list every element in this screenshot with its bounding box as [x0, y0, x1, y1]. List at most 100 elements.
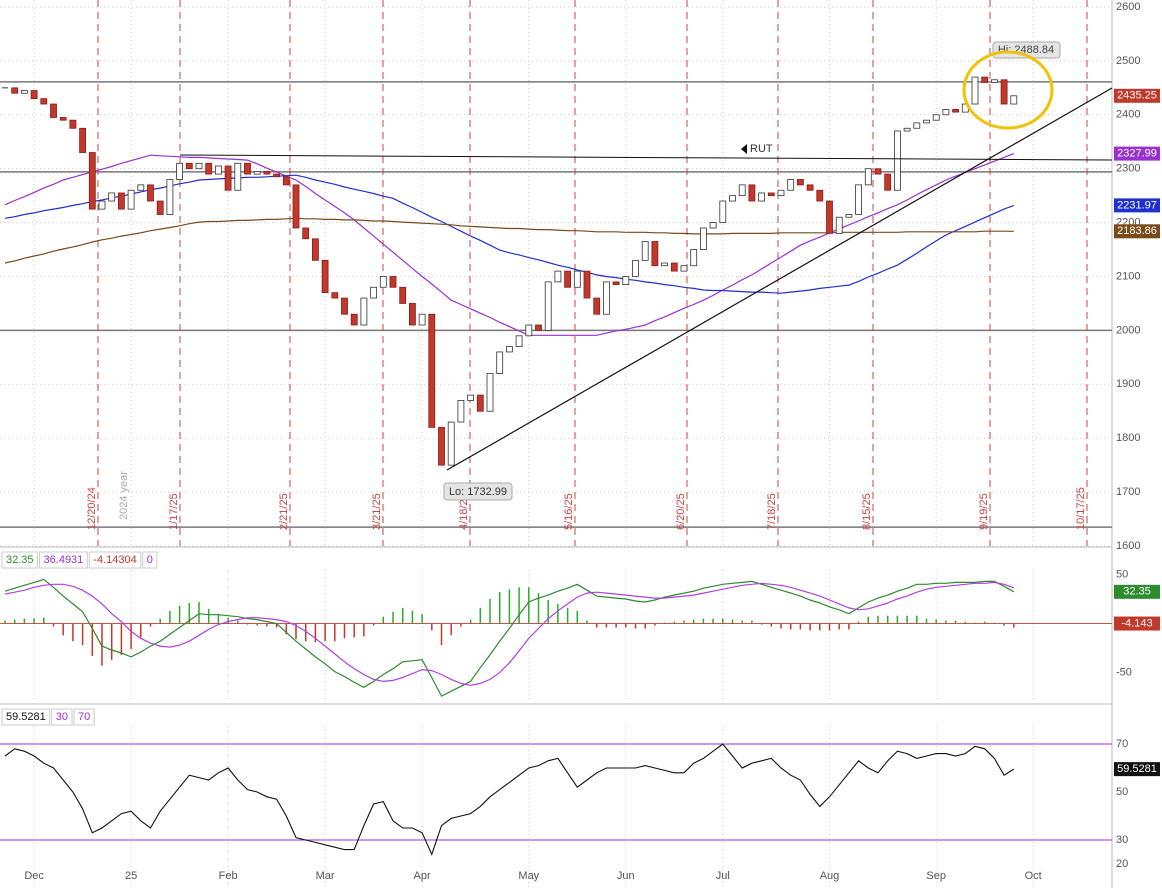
candle — [496, 351, 504, 374]
cycle-date-label: 10/17/25 — [1075, 487, 1087, 530]
candle — [806, 184, 814, 191]
rsi-value: 59.5281 — [1117, 763, 1157, 775]
histogram-value: -4.143 — [1121, 617, 1152, 629]
y-tick-label: 1600 — [1116, 540, 1140, 552]
candle — [282, 176, 290, 186]
trendline — [179, 154, 1113, 161]
y-tick-label: 70 — [1116, 738, 1128, 750]
zero-header-box — [142, 551, 158, 569]
rsi-header: 59.5281 — [6, 711, 46, 723]
candle — [835, 216, 843, 234]
candle — [554, 270, 562, 283]
last-price-box — [1114, 88, 1160, 103]
candle — [942, 109, 950, 116]
x-tick-label: Jun — [617, 870, 635, 882]
candle — [156, 200, 164, 215]
candle — [913, 122, 921, 129]
candle — [50, 103, 57, 118]
candle — [166, 179, 174, 215]
candle — [127, 189, 135, 210]
candle — [447, 421, 455, 466]
candle — [195, 162, 203, 170]
candle — [350, 313, 358, 326]
candle — [176, 162, 184, 180]
x-tick-label: Sep — [926, 870, 946, 882]
y-tick-label: 2100 — [1116, 270, 1140, 282]
candle — [864, 168, 872, 186]
histogram-header: -4.14304 — [93, 554, 136, 566]
candle — [486, 373, 494, 412]
candle — [98, 200, 106, 210]
candle — [923, 119, 930, 124]
lo-box — [443, 482, 513, 501]
x-tick-label: 25 — [125, 870, 137, 882]
candle — [205, 162, 213, 175]
candle — [389, 276, 397, 288]
cycle-date-label: 5/16/25 — [563, 493, 575, 530]
candle — [622, 276, 630, 285]
moving-average — [4, 153, 1015, 336]
candle — [845, 214, 853, 218]
y-tick-label: 50 — [1116, 568, 1128, 580]
candle — [476, 394, 484, 412]
candle — [370, 286, 378, 299]
candle — [69, 119, 77, 129]
signal-line — [4, 581, 1015, 686]
candle — [651, 241, 659, 267]
x-tick-label: Oct — [1025, 870, 1042, 882]
candle — [30, 90, 38, 100]
candle — [224, 165, 232, 191]
y-tick-label: 1900 — [1116, 378, 1140, 390]
macd-value-box — [1114, 584, 1160, 599]
moving-average — [4, 217, 1014, 264]
cycle-date-label: 6/20/25 — [675, 493, 687, 530]
candle — [360, 297, 368, 326]
candle — [11, 87, 19, 94]
candle — [341, 297, 348, 315]
candle — [399, 286, 407, 304]
candle — [59, 117, 67, 121]
rsi-level-header: 30 — [56, 711, 68, 723]
hi-box — [992, 41, 1061, 59]
y-tick-label: 2300 — [1116, 163, 1140, 175]
symbol-label: RUT — [750, 143, 773, 155]
candle — [185, 162, 193, 170]
last-price: 2435.25 — [1117, 90, 1157, 102]
candle — [311, 238, 319, 261]
signal-header-box — [39, 551, 88, 569]
candle — [719, 200, 727, 223]
candle — [273, 173, 281, 178]
y-tick-label: 30 — [1116, 834, 1128, 846]
candle — [253, 170, 261, 175]
candle — [457, 400, 465, 423]
y-tick-label: 1700 — [1116, 486, 1140, 498]
candle — [573, 270, 581, 288]
x-tick-label: Apr — [414, 870, 431, 882]
candle — [758, 192, 765, 202]
candle — [981, 76, 989, 83]
candle — [709, 222, 717, 229]
year-label: 2024 year — [118, 471, 130, 520]
candle — [408, 303, 416, 326]
candle — [147, 184, 154, 202]
y-tick-label: 2400 — [1116, 109, 1140, 121]
candle — [932, 114, 940, 121]
x-tick-label: Feb — [219, 870, 238, 882]
y-tick-label: 2000 — [1116, 324, 1140, 336]
cycle-date-label: 9/19/25 — [978, 493, 990, 530]
histogram-header-box — [88, 551, 142, 569]
candle — [108, 192, 116, 202]
y-tick-label: 2500 — [1116, 55, 1140, 67]
candle — [79, 127, 86, 153]
symbol-marker — [741, 144, 747, 154]
ma-value: 2231.97 — [1117, 199, 1157, 211]
candle — [661, 262, 668, 267]
candle — [505, 346, 513, 353]
candle — [583, 270, 591, 299]
cycle-date-label: 8/15/25 — [861, 493, 873, 530]
candle — [894, 130, 901, 191]
y-tick-label: 50 — [1116, 786, 1128, 798]
candle — [234, 162, 242, 191]
candle — [797, 179, 804, 186]
